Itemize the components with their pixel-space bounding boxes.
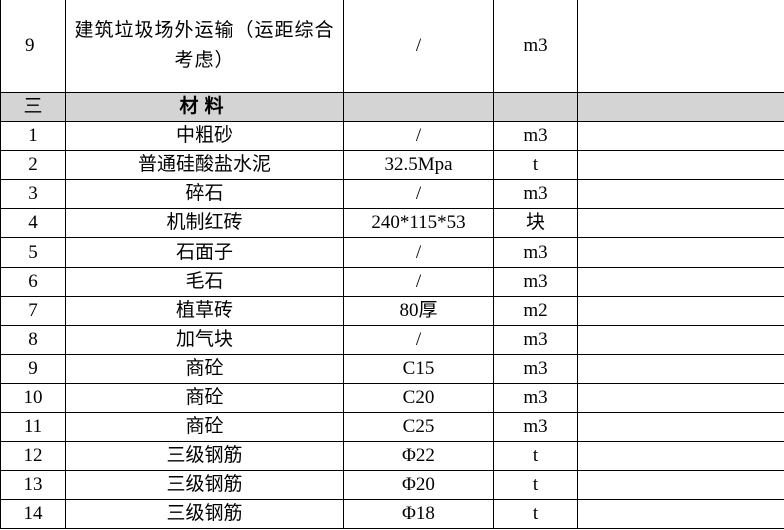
table-row: 10 商砼 C20 m3 [0, 382, 784, 414]
cell-unit: m3 [493, 266, 578, 297]
cell-spec: / [343, 266, 494, 297]
cell-no: 9 [0, 353, 66, 384]
cell-name: 机制红砖 [65, 208, 344, 239]
cell-spec: C25 [343, 412, 494, 443]
table-row: 12 三级钢筋 Φ22 t [0, 441, 784, 472]
cell-no: 5 [0, 237, 66, 268]
cell-unit: 块 [493, 208, 578, 239]
cell-empty [577, 295, 784, 326]
cell-spec: / [343, 324, 494, 355]
cell-unit: m3 [493, 412, 578, 443]
cell-unit: m3 [493, 121, 578, 152]
cell-name: 建筑垃圾场外运输（运距综合考虑） [65, 0, 344, 93]
cell-empty [577, 353, 784, 384]
cell-name: 普通硅酸盐水泥 [65, 150, 344, 181]
table-row: 三材料 [0, 91, 784, 123]
cell-unit: m3 [493, 324, 578, 355]
cell-unit: m3 [493, 382, 578, 414]
cell-empty [577, 266, 784, 297]
cell-no: 1 [0, 121, 66, 152]
cell-name: 商砼 [65, 353, 344, 384]
table-row: 5 石面子 / m3 [0, 237, 784, 268]
cell-name: 加气块 [65, 324, 344, 355]
cell-unit [493, 91, 578, 123]
cell-empty [577, 382, 784, 414]
table-row: 6 毛石 / m3 [0, 266, 784, 297]
cell-name: 中粗砂 [65, 121, 344, 152]
cell-empty [577, 470, 784, 501]
cell-unit: t [493, 441, 578, 472]
cell-spec: / [343, 179, 494, 210]
cell-empty [577, 121, 784, 152]
cell-unit: m3 [493, 0, 578, 93]
cell-no: 11 [0, 412, 66, 443]
table-row: 2 普通硅酸盐水泥 32.5Mpa t [0, 150, 784, 181]
cell-no: 13 [0, 470, 66, 501]
cell-unit: m3 [493, 353, 578, 384]
cell-no: 8 [0, 324, 66, 355]
cell-spec: Φ18 [343, 499, 494, 530]
cell-name: 碎石 [65, 179, 344, 210]
cell-empty [577, 208, 784, 239]
table-row: 8 加气块 / m3 [0, 324, 784, 355]
cell-unit: t [493, 470, 578, 501]
cell-empty [577, 412, 784, 443]
cell-name: 商砼 [65, 382, 344, 414]
cell-unit: t [493, 150, 578, 181]
cell-unit: m2 [493, 295, 578, 326]
cell-empty [577, 441, 784, 472]
cell-no: 14 [0, 499, 66, 530]
cell-spec: Φ20 [343, 470, 494, 501]
cell-name: 商砼 [65, 412, 344, 443]
cell-name: 三级钢筋 [65, 470, 344, 501]
cell-name: 三级钢筋 [65, 499, 344, 530]
cell-spec [343, 91, 494, 123]
cell-empty [577, 237, 784, 268]
cell-no: 7 [0, 295, 66, 326]
cell-no: 4 [0, 208, 66, 239]
table-row: 11 商砼 C25 m3 [0, 412, 784, 443]
table-row: 3 碎石 / m3 [0, 179, 784, 210]
cell-empty [577, 499, 784, 530]
cell-no: 12 [0, 441, 66, 472]
cell-empty [577, 179, 784, 210]
cell-name: 材料 [65, 91, 344, 123]
cell-empty [577, 91, 784, 123]
cell-empty [577, 324, 784, 355]
cell-empty [577, 150, 784, 181]
cell-no: 2 [0, 150, 66, 181]
table-row: 13 三级钢筋 Φ20 t [0, 470, 784, 501]
cell-spec: 80厚 [343, 295, 494, 326]
cell-unit: m3 [493, 237, 578, 268]
cell-unit: t [493, 499, 578, 530]
table-row: 4 机制红砖 240*115*53 块 [0, 208, 784, 239]
cell-name: 三级钢筋 [65, 441, 344, 472]
cell-no: 三 [0, 91, 66, 123]
table-row: 9 建筑垃圾场外运输（运距综合考虑） / m3 [0, 0, 784, 93]
cell-name: 植草砖 [65, 295, 344, 326]
cell-name: 毛石 [65, 266, 344, 297]
table-row: 14 三级钢筋 Φ18 t [0, 499, 784, 530]
cell-name: 石面子 [65, 237, 344, 268]
cell-spec: C20 [343, 382, 494, 414]
cell-spec: C15 [343, 353, 494, 384]
cell-spec: / [343, 237, 494, 268]
cell-unit: m3 [493, 179, 578, 210]
cell-spec: / [343, 121, 494, 152]
cell-no: 9 [0, 0, 66, 93]
cell-no: 6 [0, 266, 66, 297]
cell-no: 3 [0, 179, 66, 210]
table-row: 1 中粗砂 / m3 [0, 121, 784, 152]
cell-no: 10 [0, 382, 66, 414]
table-row: 9 商砼 C15 m3 [0, 353, 784, 384]
cell-spec: 32.5Mpa [343, 150, 494, 181]
cell-spec: 240*115*53 [343, 208, 494, 239]
cell-empty [577, 0, 784, 93]
table-row: 7 植草砖 80厚 m2 [0, 295, 784, 326]
cell-spec: / [343, 0, 494, 93]
cell-spec: Φ22 [343, 441, 494, 472]
